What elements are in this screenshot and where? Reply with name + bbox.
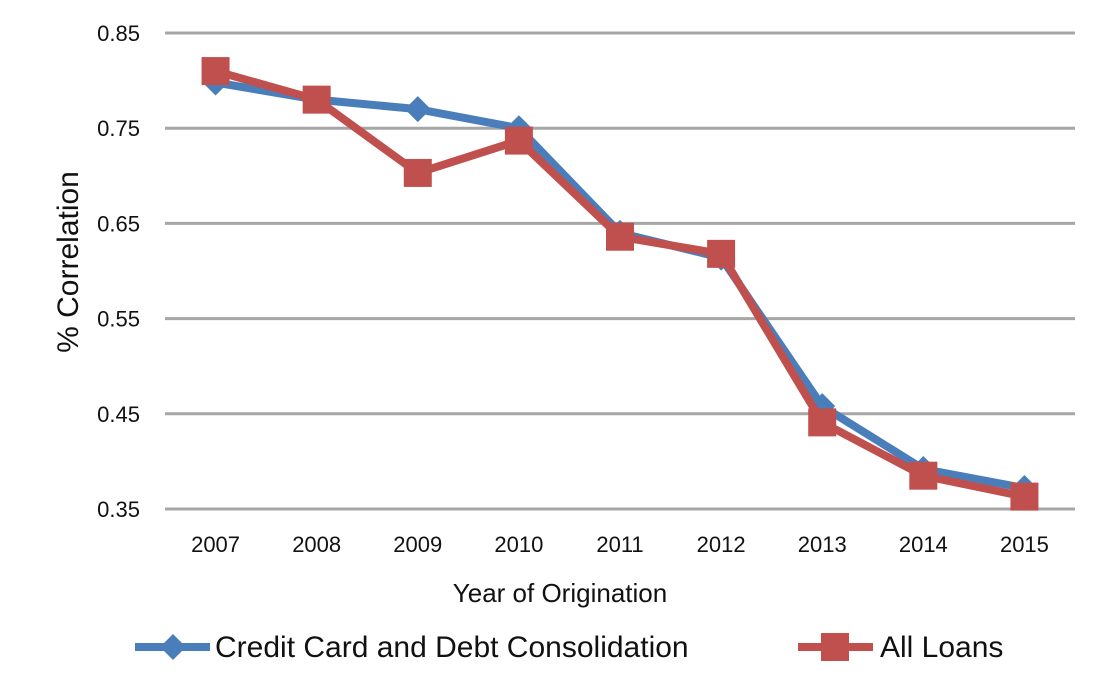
y-axis-ticks: 0.35 0.45 0.55 0.65 0.75 0.85 bbox=[97, 21, 140, 522]
data-point-1-3 bbox=[504, 126, 533, 155]
data-point-1-6 bbox=[808, 408, 837, 437]
legend-item-1: All Loans bbox=[798, 631, 1003, 664]
legend-label-0: Credit Card and Debt Consolidation bbox=[215, 631, 689, 664]
x-tick-label-0: 2007 bbox=[191, 532, 240, 557]
x-tick-label-6: 2013 bbox=[798, 532, 847, 557]
x-tick-label-1: 2008 bbox=[292, 532, 341, 557]
data-point-1-8 bbox=[1010, 482, 1039, 511]
y-tick-label-3: 0.65 bbox=[97, 211, 140, 236]
data-point-1-5 bbox=[707, 239, 736, 268]
series-1 bbox=[201, 57, 1039, 511]
x-tick-label-7: 2014 bbox=[899, 532, 948, 557]
y-tick-label-0: 0.35 bbox=[97, 497, 140, 522]
data-point-1-4 bbox=[606, 222, 634, 251]
x-tick-label-4: 2011 bbox=[596, 532, 643, 557]
y-tick-label-2: 0.55 bbox=[97, 307, 140, 332]
legend-marker-0 bbox=[160, 634, 186, 660]
data-point-1-1 bbox=[302, 85, 331, 114]
x-tick-label-8: 2015 bbox=[1000, 532, 1049, 557]
data-point-1-0 bbox=[201, 57, 230, 86]
x-tick-label-3: 2010 bbox=[494, 532, 543, 557]
x-tick-label-5: 2012 bbox=[697, 532, 746, 557]
legend-label-1: All Loans bbox=[880, 631, 1003, 664]
y-tick-label-5: 0.85 bbox=[97, 21, 140, 46]
legend-item-0: Credit Card and Debt Consolidation bbox=[135, 631, 689, 664]
data-point-1-2 bbox=[403, 158, 432, 187]
series-line-1 bbox=[214, 67, 1026, 501]
y-tick-label-4: 0.75 bbox=[97, 116, 140, 141]
grid bbox=[165, 31, 1075, 511]
series-0 bbox=[202, 69, 1038, 502]
x-tick-label-2: 2009 bbox=[393, 532, 442, 557]
x-axis-label: Year of Origination bbox=[453, 578, 667, 608]
data-point-1-7 bbox=[909, 461, 938, 490]
series-line-0 bbox=[214, 78, 1026, 492]
legend: Credit Card and Debt Consolidation All L… bbox=[135, 631, 1003, 664]
legend-marker-1 bbox=[821, 633, 849, 661]
x-axis-ticks: 2007 2008 2009 2010 2011 2012 2013 2014 2015 bbox=[191, 532, 1049, 557]
y-axis-label: % Correlation bbox=[52, 171, 85, 353]
y-tick-label-1: 0.45 bbox=[97, 402, 140, 427]
data-point-0-2 bbox=[404, 96, 431, 123]
series-group bbox=[201, 57, 1039, 511]
